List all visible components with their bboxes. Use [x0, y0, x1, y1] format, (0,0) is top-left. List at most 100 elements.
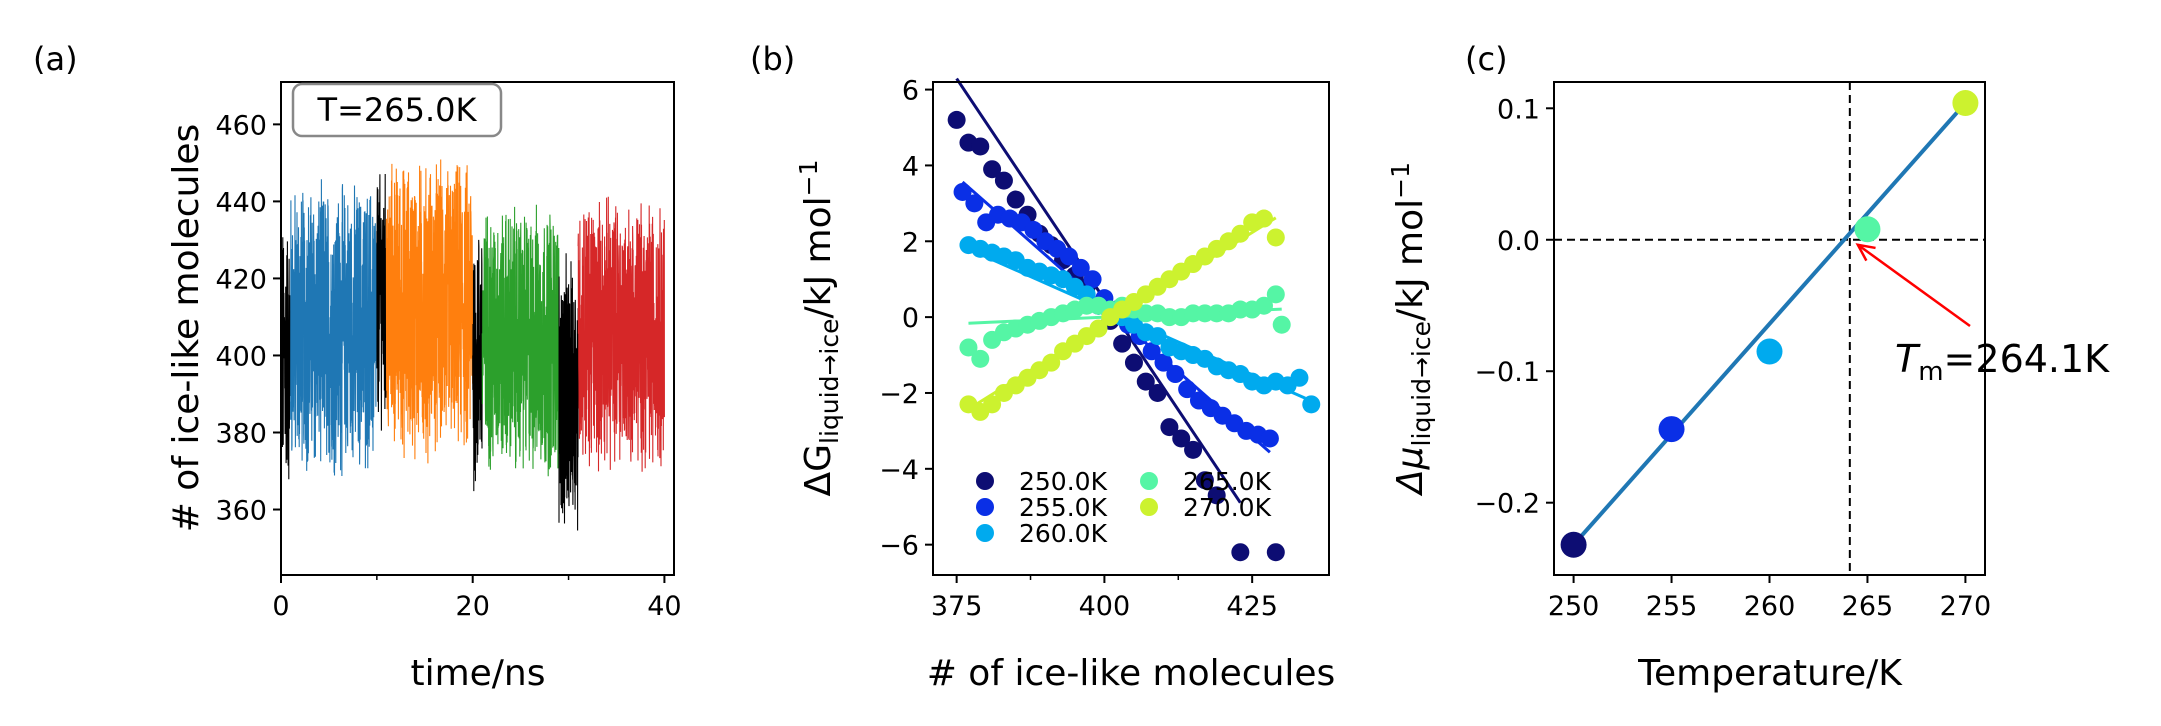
panel-c-ylabel: Δμliquid→ice/kJ mol−1 — [1386, 162, 1436, 497]
panel-b-point — [1195, 471, 1214, 490]
panel-b-point — [1266, 228, 1285, 247]
panel-b-point — [1154, 353, 1173, 372]
panel-b-point — [1006, 190, 1025, 209]
panel-a-trace-0 — [280, 237, 292, 480]
panel-a-trace-2 — [376, 173, 387, 431]
panel-b-point — [1184, 440, 1203, 459]
x-tick-label: 250 — [1548, 591, 1600, 622]
panel-b-point — [959, 338, 978, 357]
panel-a-trace-5 — [481, 204, 560, 477]
panel-b-point — [971, 349, 990, 368]
panel-b-point — [1254, 296, 1273, 315]
y-tick-label: 380 — [215, 418, 267, 449]
y-tick-label: 0 — [902, 303, 919, 334]
panel-a-trace-3 — [385, 159, 474, 464]
panel-b-series-270.0K — [959, 209, 1285, 421]
panel-a-trace-7 — [577, 196, 665, 472]
legend-marker — [1140, 472, 1158, 490]
legend-label: 255.0K — [1019, 493, 1108, 522]
panel-b-point — [1136, 372, 1155, 391]
panel-b-point — [971, 137, 990, 156]
panel-c-x-ticks: 250 255 260 265 270 — [1548, 575, 1991, 622]
panel-c-annotation-main: T — [1895, 337, 1921, 381]
panel-b-point — [1089, 319, 1108, 338]
x-tick-label: 265 — [1842, 591, 1894, 622]
legend-marker — [976, 472, 994, 490]
panel-a: 0 20 40 360 380 400 420 440 460 T=265.0K time/n… — [166, 81, 682, 694]
y-tick-label: 0.1 — [1497, 94, 1540, 125]
panel-b-point — [1207, 486, 1226, 505]
panel-c: 250 255 260 265 270 −0.2 −0.1 0.0 0.1 Tm=264.1K… — [1386, 81, 2110, 694]
panel-a-x-ticks: 0 20 40 — [272, 575, 682, 622]
panel-b-point — [983, 395, 1002, 414]
panel-c-plot-area — [1554, 82, 1985, 575]
panel-b-point — [1178, 380, 1197, 399]
panel-b-point — [1142, 342, 1161, 361]
panel-c-ylabel-main: Δμ — [1390, 446, 1431, 497]
panel-b-point — [1148, 327, 1167, 346]
y-tick-label: −0.1 — [1474, 357, 1540, 388]
panel-a-ylabel: # of ice-like molecules — [166, 124, 207, 533]
legend-label: 270.0K — [1183, 493, 1272, 522]
panel-b-point — [1272, 315, 1291, 334]
panel-b-point — [1254, 209, 1273, 228]
panel-b-ylabel-tail: /kJ mol — [798, 196, 839, 318]
y-tick-label: 2 — [902, 227, 919, 258]
legend-marker — [976, 524, 994, 542]
y-tick-label: 440 — [215, 187, 267, 218]
x-tick-label: 375 — [931, 591, 983, 622]
panel-a-letter: (a) — [33, 40, 78, 78]
panel-b-point — [994, 171, 1013, 190]
legend-label: 250.0K — [1019, 467, 1108, 496]
legend-marker — [1140, 498, 1158, 516]
panel-c-ylabel-sub: liquid→ice — [1407, 321, 1436, 446]
x-tick-label: 400 — [1079, 591, 1131, 622]
x-tick-label: 20 — [456, 591, 490, 622]
panel-b-point — [1113, 334, 1132, 353]
panel-a-annotation: T=265.0K — [317, 91, 478, 129]
x-tick-label: 0 — [272, 591, 289, 622]
panel-c-xlabel: Temperature/K — [1637, 653, 1903, 694]
y-tick-label: 460 — [215, 110, 267, 141]
panel-b-point — [1302, 395, 1321, 414]
panel-c-point — [1560, 531, 1587, 558]
panel-b-point — [1160, 418, 1179, 437]
panel-b-point — [1024, 220, 1043, 239]
panel-c-annotation: Tm=264.1K — [1895, 337, 2110, 387]
panel-a-trace-6 — [558, 253, 579, 531]
panel-b-y-ticks: −6 −4 −2 0 2 4 6 — [879, 76, 933, 562]
panel-b-point — [1266, 285, 1285, 304]
panel-b-ylabel-main: ΔG — [798, 444, 839, 497]
panel-a-y-ticks: 360 380 400 420 440 460 — [215, 110, 281, 527]
panel-b-point — [1290, 368, 1309, 387]
y-tick-label: 400 — [215, 341, 267, 372]
y-tick-label: −4 — [879, 455, 919, 486]
panel-b-ylabel-sub: liquid→ice — [815, 319, 844, 444]
panel-c-y-ticks: −0.2 −0.1 0.0 0.1 — [1474, 94, 1554, 520]
panel-b-ylabel-sup: −1 — [794, 160, 823, 197]
panel-b-point — [1266, 543, 1285, 562]
panel-b-point — [1124, 353, 1143, 372]
panel-b-point — [1231, 543, 1250, 562]
panel-c-ylabel-sup: −1 — [1386, 162, 1415, 199]
panel-b-point — [983, 160, 1002, 179]
panel-c-point — [1854, 216, 1881, 243]
panel-b-point — [1231, 224, 1250, 243]
panel-c-annotation-tail: =264.1K — [1944, 337, 2111, 381]
panel-c-point — [1756, 338, 1783, 365]
x-tick-label: 260 — [1744, 591, 1796, 622]
panel-b-point — [1083, 270, 1102, 289]
panel-a-trace-1 — [290, 179, 378, 477]
panel-c-fit-line — [1572, 101, 1967, 547]
panel-b-point — [965, 194, 984, 213]
panel-b-point — [1042, 353, 1061, 372]
panel-a-xlabel: time/ns — [410, 653, 545, 694]
panel-b-point — [1166, 365, 1185, 384]
y-tick-label: 360 — [215, 496, 267, 527]
legend-label: 260.0K — [1019, 519, 1108, 548]
panel-b-point — [1172, 429, 1191, 448]
y-tick-label: −2 — [879, 379, 919, 410]
x-tick-label: 425 — [1226, 591, 1278, 622]
